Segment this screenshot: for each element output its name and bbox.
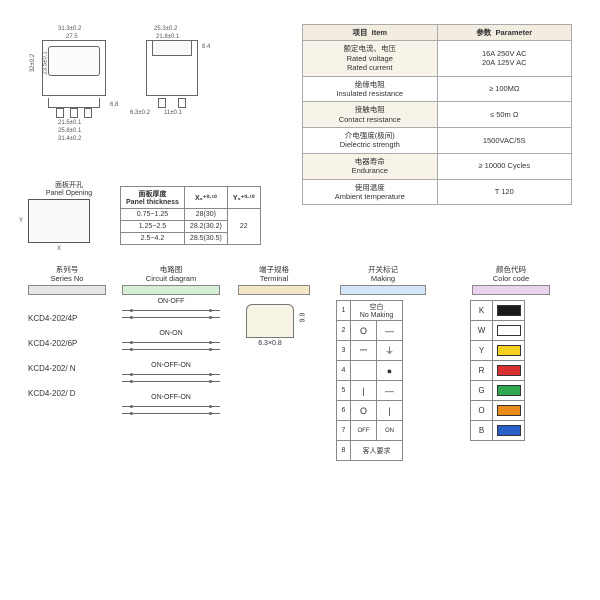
circuit-diagrams: ON-OFFON-ONON-OFF-ONON-OFF-ON	[122, 298, 220, 426]
parameter-table: 项目 Item 参数 Parameter 额定电流、电压Rated voltag…	[302, 24, 572, 205]
param-header-item: 项目 Item	[303, 25, 438, 41]
param-header-param: 参数 Parameter	[437, 25, 572, 41]
technical-drawings: 31.3±0.2 27.5 32±0.2 23.5±0.1 6.8 21.5±0…	[28, 24, 218, 174]
panel-opening: 面板开孔Panel Opening Y X	[28, 182, 110, 243]
column-headers: 系列号Series No电路图Circuit diagram端子规格Termin…	[28, 266, 572, 294]
thickness-table: 面板厚度Panel thickness X₀⁺⁰·¹⁰ Y₀⁺⁰·¹⁰ 0.75…	[120, 186, 261, 245]
making-table: 1空白No Making2O—3⎓⏚4●5|—6O|7OFFON8客人要求	[336, 300, 403, 461]
terminal-spec: 9.9 6.3×0.8	[234, 300, 306, 347]
color-code-table: KWYRGOB	[470, 300, 525, 441]
